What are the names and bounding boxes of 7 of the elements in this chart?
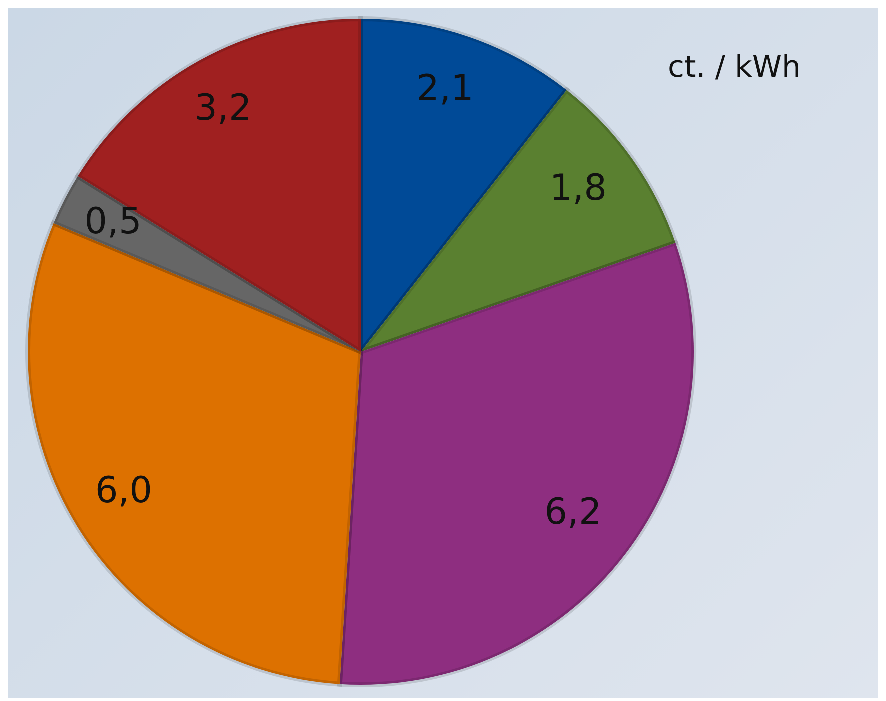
data-label: 0,5 [84,201,142,242]
data-label: 6,0 [95,470,153,512]
data-label: 1,8 [550,168,608,210]
text: ct. / kWh [668,50,802,85]
data-label: 2,1 [416,68,474,110]
data-label: 3,2 [194,88,252,129]
data-label: 6,2 [544,492,602,533]
